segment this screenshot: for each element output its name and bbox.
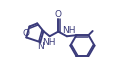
- Text: O: O: [22, 29, 29, 38]
- Text: NH: NH: [43, 38, 56, 47]
- Text: O: O: [54, 10, 61, 19]
- Text: N: N: [37, 42, 44, 51]
- Text: NH: NH: [62, 26, 76, 35]
